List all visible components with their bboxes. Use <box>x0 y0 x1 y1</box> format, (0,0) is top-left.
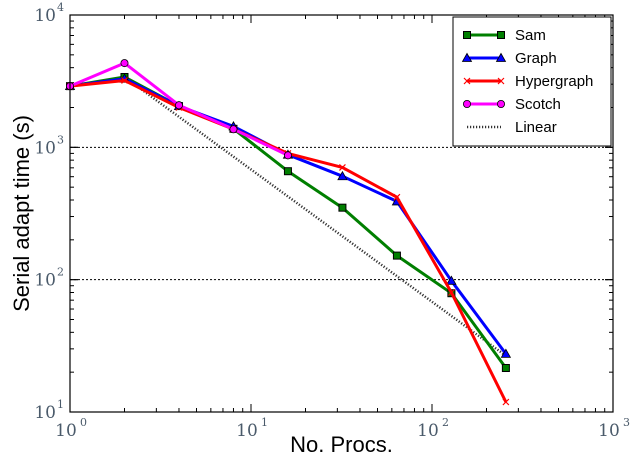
legend-marker-sam <box>463 31 471 39</box>
legend-entry-sam: Sam <box>463 27 546 44</box>
legend-marker-hypergraph <box>463 77 471 85</box>
y-tick-label: 10 <box>34 403 56 423</box>
x-tick-label: 10 <box>417 421 439 441</box>
series-sam <box>66 73 510 373</box>
data-point-hypergraph <box>502 398 510 406</box>
x-tick-label: 10 <box>236 421 258 441</box>
data-point-scotch <box>229 125 238 134</box>
x-tick-label: 10 <box>598 421 620 441</box>
data-point-sam <box>283 167 292 176</box>
legend-marker-sam <box>497 31 505 39</box>
legend-marker-graph <box>495 52 507 62</box>
legend-label-linear: Linear <box>515 119 557 136</box>
x-tick-label-exponent: 1 <box>261 416 268 429</box>
plot-frame <box>69 14 614 413</box>
data-point-scotch <box>120 59 129 68</box>
y-axis-label: Serial adapt time (s) <box>9 115 34 312</box>
legend-label-hypergraph: Hypergraph <box>515 73 593 90</box>
data-point-hypergraph <box>121 77 128 84</box>
data-point-hypergraph <box>339 163 346 171</box>
y-tick-label: 10 <box>34 6 56 26</box>
legend-entry-graph: Graph <box>461 50 557 67</box>
series-scotch <box>66 59 292 160</box>
legend-entry-scotch: Scotch <box>462 96 561 113</box>
gridlines <box>70 146 613 281</box>
x-tick-labels: 10 0 10 1 10 2 10 3 <box>55 416 630 441</box>
x-tick-label: 10 <box>55 421 77 441</box>
data-point-graph <box>337 170 348 181</box>
legend-marker-scotch <box>462 100 471 109</box>
legend-label-sam: Sam <box>515 27 546 44</box>
series-hypergraph <box>66 77 510 406</box>
series-line-sam <box>69 75 508 369</box>
y-tick-label-exponent: 1 <box>57 398 64 411</box>
data-point-graph <box>446 275 457 285</box>
y-tick-label: 10 <box>34 138 56 158</box>
legend: Sam Graph Hypergraph Scotch Linear <box>452 16 612 147</box>
legend-marker-hypergraph <box>497 77 505 85</box>
x-tick-label-exponent: 0 <box>80 416 87 429</box>
y-tick-label-exponent: 2 <box>57 266 64 279</box>
series-layer <box>64 59 512 406</box>
data-point-sam <box>392 251 401 260</box>
data-point-sam <box>501 364 510 373</box>
data-point-hypergraph <box>393 193 401 201</box>
data-point-hypergraph <box>447 289 455 296</box>
legend-entry-linear: Linear <box>467 119 557 136</box>
y-tick-label: 10 <box>34 271 56 291</box>
legend-marker-graph <box>461 52 473 62</box>
x-axis-label: No. Procs. <box>290 432 393 457</box>
series-line-hypergraph <box>69 79 508 403</box>
data-point-scotch <box>174 101 183 110</box>
legend-entry-hypergraph: Hypergraph <box>463 73 593 90</box>
series-linear <box>123 75 507 357</box>
x-tick-label-exponent: 2 <box>442 416 449 429</box>
y-tick-label-exponent: 4 <box>57 1 64 14</box>
legend-label-graph: Graph <box>515 50 557 67</box>
data-point-scotch <box>283 151 292 160</box>
series-line-linear <box>123 75 507 357</box>
legend-label-scotch: Scotch <box>515 96 561 113</box>
x-tick-label-exponent: 3 <box>623 416 630 429</box>
data-point-graph <box>500 348 512 358</box>
series-graph <box>64 73 512 358</box>
legend-marker-scotch <box>496 100 505 109</box>
data-point-sam <box>338 203 347 212</box>
series-line-graph <box>69 77 508 355</box>
y-tick-label-exponent: 3 <box>57 133 64 146</box>
